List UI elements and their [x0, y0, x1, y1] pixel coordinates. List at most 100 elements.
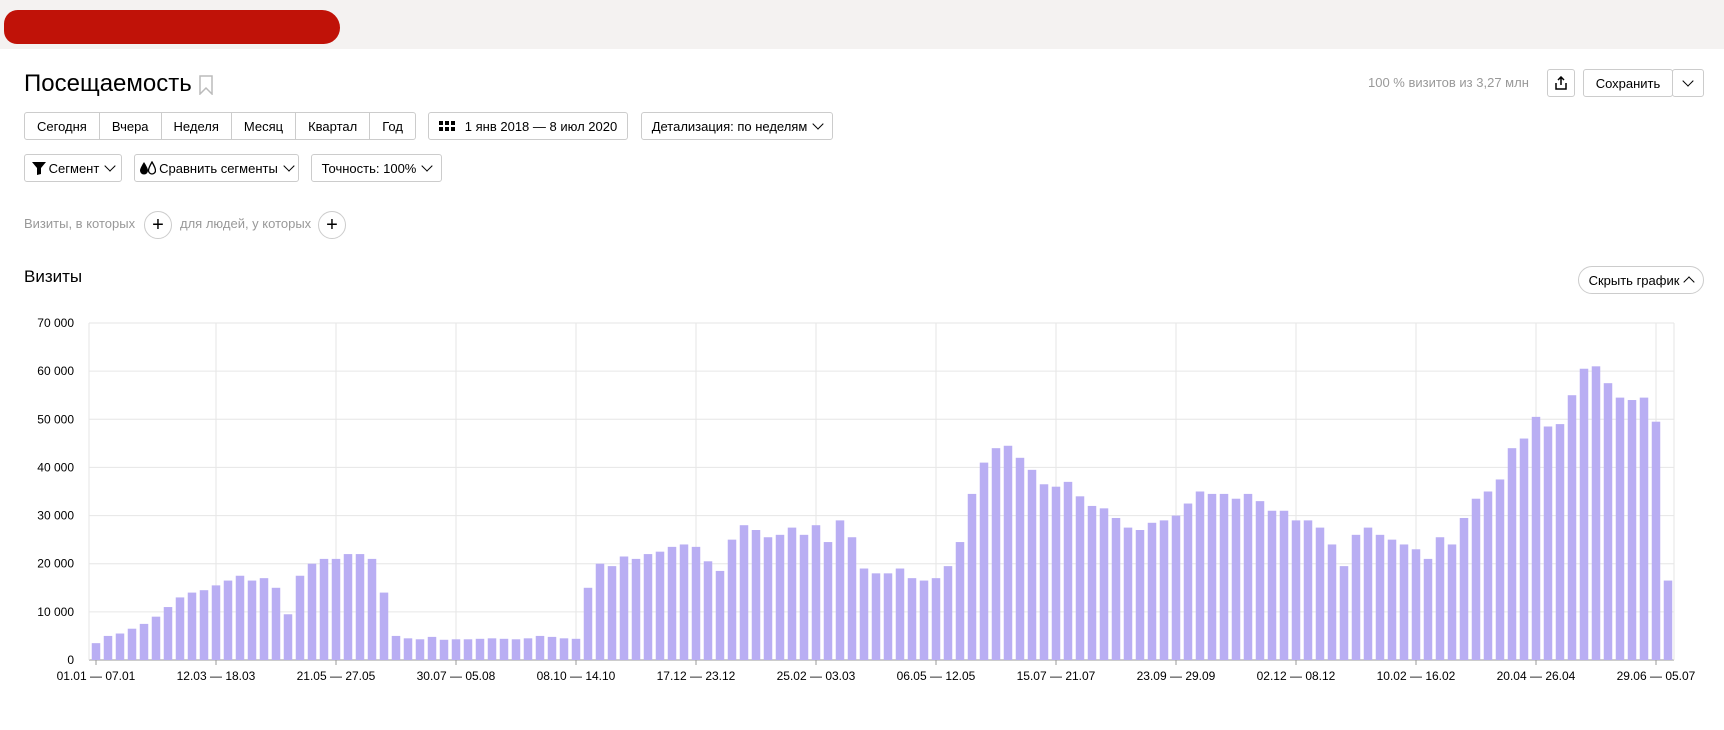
chart-bar[interactable] [1351, 534, 1361, 660]
segment-button[interactable]: Сегмент [24, 154, 122, 182]
chart-bar[interactable] [643, 554, 653, 660]
chart-bar[interactable] [91, 643, 101, 660]
chart-bar[interactable] [151, 616, 161, 660]
chart-bar[interactable] [739, 525, 749, 660]
chart-bar[interactable] [163, 607, 173, 660]
chart-bar[interactable] [1315, 527, 1325, 660]
chart-bar[interactable] [1039, 484, 1049, 660]
chart-bar[interactable] [1471, 498, 1481, 660]
chart-bar[interactable] [1111, 517, 1121, 660]
chart-bar[interactable] [235, 575, 245, 660]
chart-bar[interactable] [1363, 527, 1373, 660]
period-year[interactable]: Год [382, 118, 403, 134]
chart-bar[interactable] [1543, 426, 1553, 660]
chart-bar[interactable] [1219, 493, 1229, 660]
chart-bar[interactable] [1171, 515, 1181, 660]
chart-bar[interactable] [847, 537, 857, 660]
chart-bar[interactable] [103, 635, 113, 660]
chart-bar[interactable] [787, 527, 797, 660]
chart-bar[interactable] [619, 556, 629, 660]
chart-bar[interactable] [1123, 527, 1133, 660]
chart-bar[interactable] [631, 558, 641, 660]
chart-bar[interactable] [487, 638, 497, 660]
chart-bar[interactable] [139, 623, 149, 660]
chart-bar[interactable] [1099, 508, 1109, 660]
chart-bar[interactable] [295, 575, 305, 660]
period-yesterday[interactable]: Вчера [100, 113, 162, 139]
chart-bar[interactable] [943, 566, 953, 660]
chart-bar[interactable] [1063, 481, 1073, 660]
chart-bar[interactable] [1075, 496, 1085, 660]
chart-bar[interactable] [283, 614, 293, 660]
period-month[interactable]: Месяц [232, 113, 297, 139]
chart-bar[interactable] [667, 546, 677, 660]
chart-bar[interactable] [751, 530, 761, 660]
chart-bar[interactable] [1255, 501, 1265, 660]
chart-bar[interactable] [1483, 491, 1493, 661]
chart-bar[interactable] [571, 638, 581, 660]
chart-bar[interactable] [1027, 469, 1037, 660]
chart-bar[interactable] [1159, 520, 1169, 660]
chart-bar[interactable] [427, 636, 437, 660]
chart-bar[interactable] [1135, 530, 1145, 660]
chart-bar[interactable] [319, 558, 329, 660]
accuracy-dropdown[interactable]: Точность: 100% [311, 154, 442, 182]
chart-bar[interactable] [775, 534, 785, 660]
date-range-button[interactable]: 1 янв 2018 — 8 июл 2020 [428, 112, 628, 140]
chart-bar[interactable] [307, 563, 317, 660]
chart-bar[interactable] [211, 585, 221, 660]
chart-bar[interactable] [391, 635, 401, 660]
chart-bar[interactable] [1375, 534, 1385, 660]
chart-bar[interactable] [1195, 491, 1205, 661]
chart-bar[interactable] [1531, 416, 1541, 660]
period-today[interactable]: Сегодня [25, 113, 100, 139]
chart-bar[interactable] [811, 525, 821, 660]
chart-bar[interactable] [883, 573, 893, 660]
chart-bar[interactable] [523, 638, 533, 660]
chart-bar[interactable] [511, 639, 521, 660]
chart-bar[interactable] [1231, 498, 1241, 660]
chart-bar[interactable] [535, 635, 545, 660]
chart-bar[interactable] [331, 558, 341, 660]
chart-bar[interactable] [1651, 421, 1661, 660]
period-week[interactable]: Неделя [162, 113, 232, 139]
chart-bar[interactable] [1291, 520, 1301, 660]
chart-bar[interactable] [1555, 424, 1565, 660]
chart-bar[interactable] [367, 558, 377, 660]
chart-bar[interactable] [871, 573, 881, 660]
chart-bar[interactable] [403, 638, 413, 660]
chart-bar[interactable] [1459, 517, 1469, 660]
chart-bar[interactable] [1567, 395, 1577, 660]
chart-bar[interactable] [1423, 558, 1433, 660]
chart-bar[interactable] [1243, 493, 1253, 660]
chart-bar[interactable] [187, 592, 197, 660]
chart-bar[interactable] [475, 638, 485, 660]
chart-bar[interactable] [583, 587, 593, 660]
chart-bar[interactable] [127, 628, 137, 660]
chart-bar[interactable] [1399, 544, 1409, 660]
chart-bar[interactable] [343, 554, 353, 660]
chart-bar[interactable] [1639, 397, 1649, 660]
chart-bar[interactable] [1387, 539, 1397, 660]
chart-bar[interactable] [1051, 486, 1061, 660]
chart-bar[interactable] [1435, 537, 1445, 660]
save-dropdown-button[interactable] [1672, 69, 1704, 97]
chart-bar[interactable] [175, 597, 185, 660]
chart-bar[interactable] [355, 554, 365, 660]
chart-bar[interactable] [799, 534, 809, 660]
chart-bar[interactable] [907, 578, 917, 660]
chart-bar[interactable] [979, 462, 989, 660]
detail-dropdown[interactable]: Детализация: по неделям [641, 112, 833, 140]
chart-bar[interactable] [223, 580, 233, 660]
chart-bar[interactable] [967, 493, 977, 660]
chart-bar[interactable] [859, 568, 869, 660]
chart-bar[interactable] [1579, 368, 1589, 660]
chart-bar[interactable] [955, 542, 965, 660]
chart-bar[interactable] [919, 580, 929, 660]
chart-bar[interactable] [547, 636, 557, 660]
chart-bar[interactable] [715, 570, 725, 660]
chart-bar[interactable] [655, 551, 665, 660]
bookmark-icon[interactable] [198, 75, 214, 95]
chart-bar[interactable] [691, 546, 701, 660]
chart-bar[interactable] [1087, 505, 1097, 660]
